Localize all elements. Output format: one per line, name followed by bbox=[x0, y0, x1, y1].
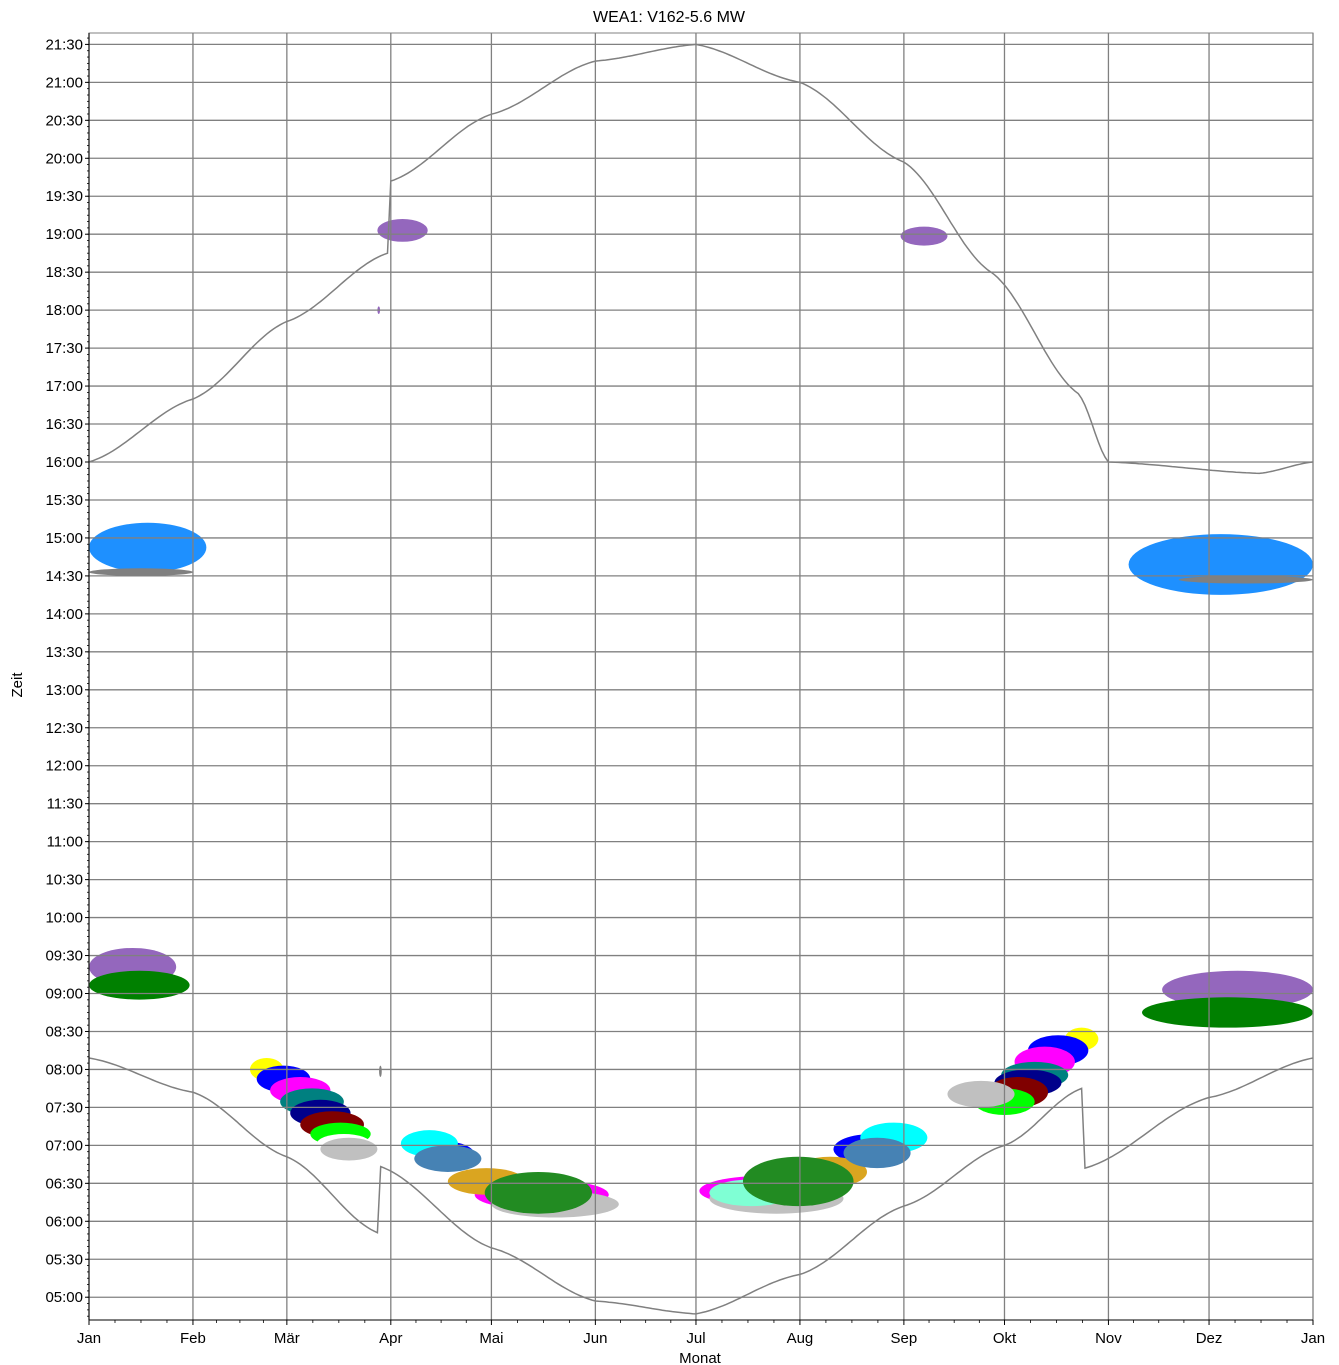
shadow-blob-17-2 bbox=[379, 1065, 382, 1078]
y-tick-label: 20:30 bbox=[45, 112, 83, 129]
x-tick-label: Jul bbox=[686, 1330, 705, 1347]
shadow-events-layer bbox=[88, 219, 1313, 1218]
y-tick-label: 06:00 bbox=[45, 1213, 83, 1230]
y-tick-label: 19:30 bbox=[45, 188, 83, 205]
chart-title: WEA1: V162-5.6 MW bbox=[593, 9, 746, 26]
y-tick-label: 10:00 bbox=[45, 910, 83, 927]
shadow-blob-2-0 bbox=[89, 970, 190, 1000]
shadow-blob-17-1 bbox=[1178, 575, 1313, 584]
x-tick-label: Aug bbox=[787, 1330, 814, 1347]
y-tick-label: 10:30 bbox=[45, 872, 83, 889]
y-tick-label: 07:00 bbox=[45, 1137, 83, 1154]
y-axis-title: Zeit bbox=[9, 672, 26, 698]
x-tick-label: Okt bbox=[993, 1330, 1017, 1347]
shadow-blob-11-0 bbox=[320, 1137, 378, 1161]
grid-layer bbox=[88, 32, 1314, 1321]
y-tick-label: 12:30 bbox=[45, 720, 83, 737]
y-tick-label: 11:00 bbox=[47, 834, 83, 851]
y-tick-label: 05:30 bbox=[45, 1251, 83, 1268]
plot-border bbox=[88, 32, 1314, 1321]
x-axis-title: Monat bbox=[679, 1350, 722, 1365]
x-tick-label: Dez bbox=[1196, 1330, 1223, 1347]
y-tick-label: 15:00 bbox=[45, 530, 83, 547]
x-tick-label: Mär bbox=[274, 1330, 300, 1347]
shadow-blob-16-0 bbox=[414, 1145, 482, 1172]
y-tick-label: 07:30 bbox=[45, 1099, 83, 1116]
x-tick-label: Feb bbox=[180, 1330, 206, 1347]
sunrise-curve bbox=[88, 1057, 1314, 1315]
y-tick-label: 21:30 bbox=[45, 36, 83, 53]
y-tick-label: 09:30 bbox=[45, 948, 83, 965]
axes: 05:00 05:30 06:00 06:30 07:00 07:30 08:00 08:30… bbox=[45, 33, 1325, 1347]
y-tick-label: 05:00 bbox=[45, 1289, 83, 1306]
y-tick-label: 20:00 bbox=[45, 150, 83, 167]
x-tick-label: Jan bbox=[77, 1330, 101, 1347]
y-tick-label: 19:00 bbox=[45, 226, 83, 243]
shadow-blob-0-0 bbox=[89, 522, 207, 573]
x-tick-label: Apr bbox=[379, 1330, 402, 1347]
shadow-blob-1-3 bbox=[900, 226, 948, 246]
x-tick-label: Jun bbox=[583, 1330, 607, 1347]
y-tick-label: 15:30 bbox=[45, 492, 83, 509]
shadow-blob-15-0 bbox=[484, 1171, 593, 1214]
y-tick-label: 17:00 bbox=[45, 378, 83, 395]
y-tick-label: 18:30 bbox=[45, 264, 83, 281]
x-tick-label: Sep bbox=[891, 1330, 918, 1347]
y-tick-label: 06:30 bbox=[45, 1175, 83, 1192]
y-tick-label: 14:00 bbox=[45, 606, 83, 623]
y-tick-label: 09:00 bbox=[45, 986, 83, 1003]
sunset-curve bbox=[88, 43, 1314, 475]
shadow-blob-17-0 bbox=[89, 568, 193, 576]
y-tick-label: 18:00 bbox=[45, 302, 83, 319]
y-tick-label: 13:30 bbox=[45, 644, 83, 661]
y-tick-label: 08:00 bbox=[45, 1061, 83, 1078]
shadow-blob-2-1 bbox=[1141, 997, 1313, 1028]
shadow-blob-11-1 bbox=[947, 1080, 1015, 1108]
y-tick-label: 14:30 bbox=[45, 568, 83, 585]
x-tick-label: Mai bbox=[479, 1330, 503, 1347]
shadow-blob-0-1 bbox=[1128, 534, 1313, 595]
y-tick-label: 17:30 bbox=[45, 340, 83, 357]
shadow-blob-16-1 bbox=[843, 1137, 911, 1169]
y-tick-label: 13:00 bbox=[45, 682, 83, 699]
y-tick-label: 12:00 bbox=[45, 758, 83, 775]
x-tick-label: Jan bbox=[1301, 1330, 1325, 1347]
shadow-blob-1-2 bbox=[377, 219, 428, 242]
y-tick-label: 11:30 bbox=[47, 796, 83, 813]
y-tick-label: 16:00 bbox=[45, 454, 83, 471]
x-tick-label: Nov bbox=[1095, 1330, 1122, 1347]
y-tick-label: 08:30 bbox=[45, 1023, 83, 1040]
daylight-curves bbox=[88, 43, 1314, 1315]
y-tick-label: 21:00 bbox=[45, 74, 83, 91]
y-tick-label: 16:30 bbox=[45, 416, 83, 433]
shadow-blob-15-1 bbox=[742, 1156, 854, 1207]
